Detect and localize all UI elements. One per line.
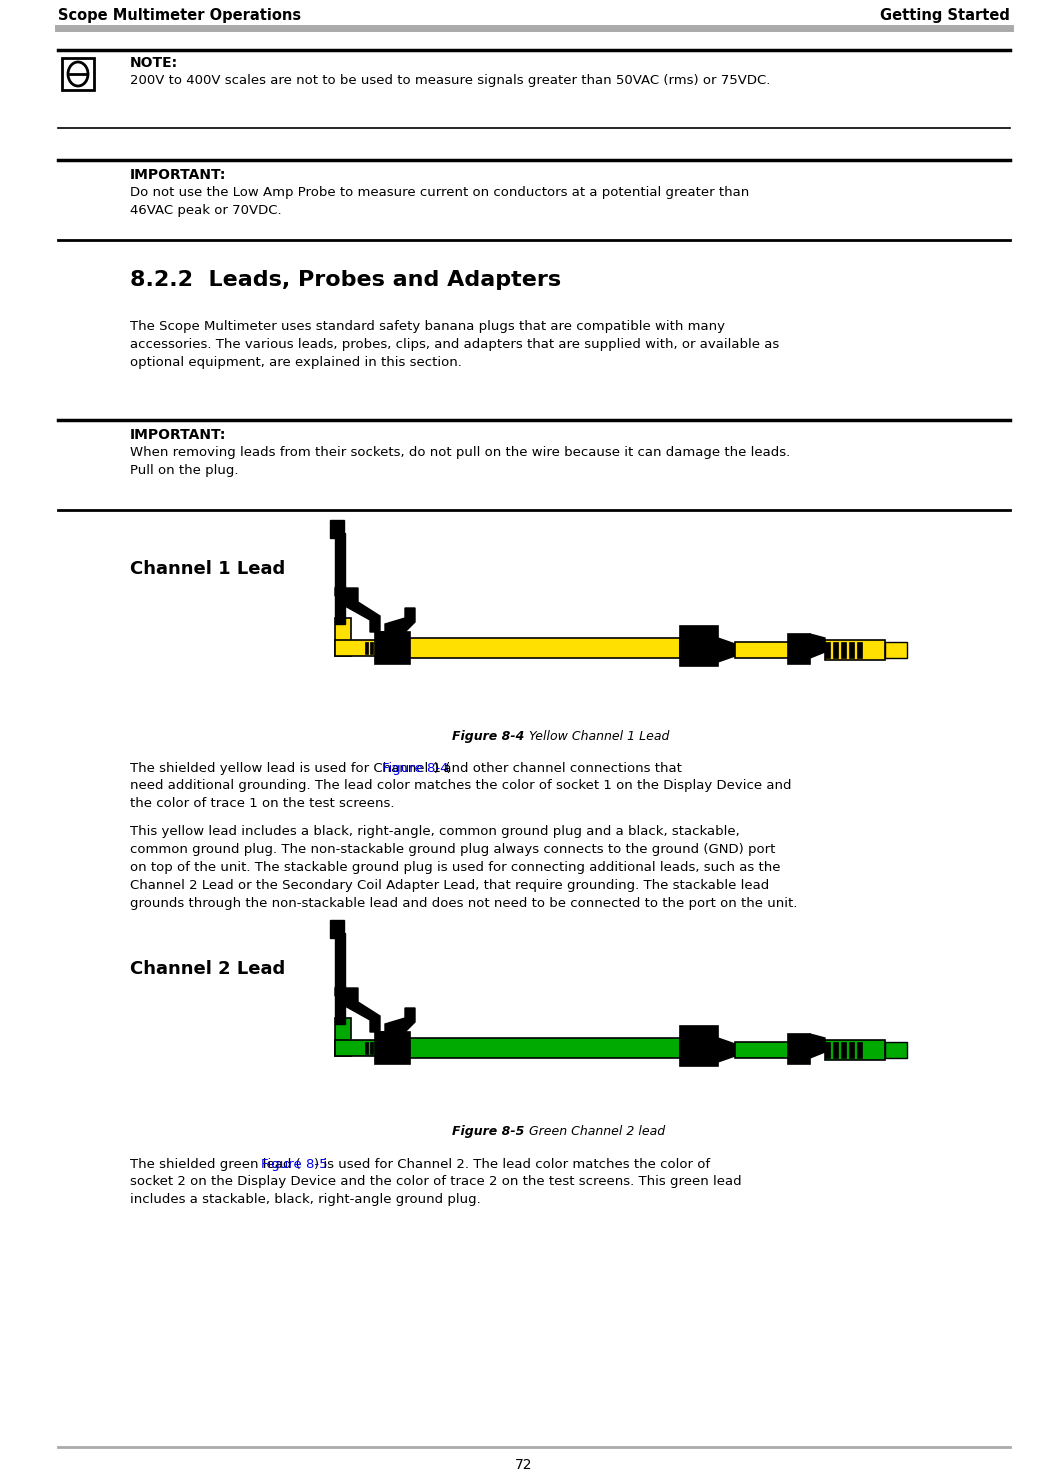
Text: Do not use the Low Amp Probe to measure current on conductors at a potential gre: Do not use the Low Amp Probe to measure …: [130, 186, 749, 217]
Text: Figure 8-4: Figure 8-4: [452, 731, 524, 742]
Bar: [370, 1041, 373, 1055]
Text: When removing leads from their sockets, do not pull on the wire because it can d: When removing leads from their sockets, …: [130, 446, 790, 477]
Bar: [840, 642, 846, 658]
Polygon shape: [810, 1034, 825, 1058]
Bar: [380, 1041, 383, 1055]
Bar: [849, 642, 854, 658]
Bar: [788, 633, 810, 664]
Bar: [788, 1034, 810, 1064]
Text: Scope Multimeter Operations: Scope Multimeter Operations: [58, 7, 301, 24]
Bar: [335, 639, 387, 655]
Bar: [335, 586, 345, 625]
Bar: [335, 619, 351, 655]
Text: NOTE:: NOTE:: [130, 56, 178, 71]
Text: Channel 2 Lead: Channel 2 Lead: [130, 960, 285, 978]
Bar: [330, 921, 344, 938]
Polygon shape: [718, 638, 735, 661]
Bar: [375, 1041, 378, 1055]
Bar: [365, 642, 368, 654]
Text: The Scope Multimeter uses standard safety banana plugs that are compatible with : The Scope Multimeter uses standard safet…: [130, 320, 780, 370]
Bar: [335, 932, 345, 988]
Bar: [62, 57, 94, 90]
Text: The shielded yellow lead is used for Channel 1 (: The shielded yellow lead is used for Cha…: [130, 762, 451, 775]
Polygon shape: [718, 1038, 735, 1062]
Text: 8.2.2  Leads, Probes and Adapters: 8.2.2 Leads, Probes and Adapters: [130, 270, 561, 290]
Polygon shape: [375, 1008, 415, 1033]
Bar: [335, 985, 345, 1024]
Bar: [857, 642, 863, 658]
Text: ) and other channel connections that: ) and other channel connections that: [435, 762, 682, 775]
Bar: [849, 1041, 854, 1058]
Bar: [825, 639, 885, 660]
Text: ) is used for Channel 2. The lead color matches the color of: ) is used for Channel 2. The lead color …: [313, 1158, 709, 1171]
Polygon shape: [335, 588, 380, 632]
Bar: [735, 1041, 790, 1058]
Bar: [335, 1040, 387, 1056]
Text: Channel 1 Lead: Channel 1 Lead: [130, 560, 285, 577]
Text: Green Channel 2 lead: Green Channel 2 lead: [525, 1125, 665, 1139]
Text: need additional grounding. The lead color matches the color of socket 1 on the D: need additional grounding. The lead colo…: [130, 779, 791, 810]
Text: socket 2 on the Display Device and the color of trace 2 on the test screens. Thi: socket 2 on the Display Device and the c…: [130, 1175, 742, 1206]
Text: 200V to 400V scales are not to be used to measure signals greater than 50VAC (rm: 200V to 400V scales are not to be used t…: [130, 74, 770, 87]
Bar: [370, 642, 373, 654]
Bar: [680, 1027, 718, 1066]
Bar: [375, 1033, 410, 1064]
Text: IMPORTANT:: IMPORTANT:: [130, 429, 226, 442]
Bar: [330, 520, 344, 538]
Bar: [735, 642, 790, 658]
Text: The shielded green lead (: The shielded green lead (: [130, 1158, 301, 1171]
Polygon shape: [375, 608, 415, 632]
Polygon shape: [335, 988, 380, 1033]
Bar: [833, 642, 838, 658]
Text: Yellow Channel 1 Lead: Yellow Channel 1 Lead: [525, 731, 670, 742]
Bar: [825, 642, 830, 658]
Ellipse shape: [68, 62, 88, 85]
Polygon shape: [387, 639, 403, 654]
Bar: [335, 533, 345, 588]
Bar: [885, 642, 907, 658]
Bar: [365, 1041, 368, 1055]
Text: Figure 8-5: Figure 8-5: [261, 1158, 328, 1171]
Bar: [680, 626, 718, 666]
Bar: [335, 1018, 351, 1056]
Text: Figure 8-5: Figure 8-5: [452, 1125, 524, 1139]
Bar: [410, 1038, 680, 1058]
Text: This yellow lead includes a black, right-angle, common ground plug and a black, : This yellow lead includes a black, right…: [130, 825, 798, 910]
Text: IMPORTANT:: IMPORTANT:: [130, 168, 226, 183]
Polygon shape: [387, 1040, 403, 1055]
Bar: [380, 642, 383, 654]
Polygon shape: [810, 633, 825, 658]
Text: Getting Started: Getting Started: [880, 7, 1010, 24]
Bar: [825, 1040, 885, 1061]
Bar: [825, 1041, 830, 1058]
Bar: [410, 638, 680, 658]
Bar: [857, 1041, 863, 1058]
Bar: [840, 1041, 846, 1058]
Bar: [885, 1041, 907, 1058]
Text: 72: 72: [516, 1458, 532, 1472]
Bar: [375, 632, 410, 664]
Bar: [375, 642, 378, 654]
Bar: [833, 1041, 838, 1058]
Text: Figure 8-4: Figure 8-4: [383, 762, 449, 775]
